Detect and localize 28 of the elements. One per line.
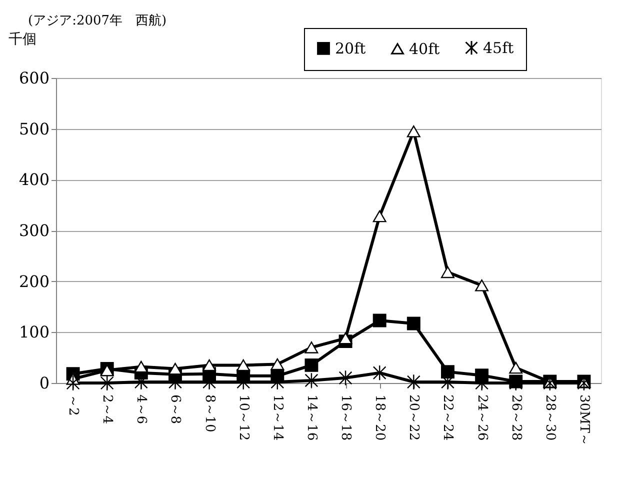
x-tick-label: 6～8	[168, 394, 183, 424]
y-tick-label: 200	[18, 272, 50, 291]
x-tick-label: 2～4	[100, 394, 115, 424]
x-tick-label: 20～22	[406, 394, 422, 441]
x-tick-label: 26～28	[508, 394, 524, 441]
x-tick-label: 16～18	[338, 394, 354, 441]
x-tick-label: 10～12	[236, 394, 251, 441]
y-tick-label: 300	[18, 221, 50, 240]
x-tick-label: 24～26	[474, 394, 490, 441]
x-tick-label: 30MT～	[576, 394, 592, 446]
x-tick-label: 4～6	[134, 394, 149, 424]
x-tick-label: ～2	[66, 394, 81, 416]
x-tick-label: 12～14	[270, 394, 285, 441]
y-tick-label: 500	[18, 119, 50, 138]
x-tick-label: 28～30	[542, 394, 558, 441]
legend-label: 20ft	[335, 39, 366, 58]
legend-label: 40ft	[409, 40, 440, 58]
y-tick-label: 400	[18, 170, 50, 190]
x-tick-label: 14～16	[304, 394, 319, 441]
y-tick-label: 600	[18, 68, 50, 88]
y-tick-label: 100	[18, 322, 50, 342]
x-tick-label: 22～24	[440, 394, 456, 441]
x-tick-label: 18～20	[372, 394, 388, 441]
y-tick-label: 0	[39, 374, 50, 392]
chart-title: (アジア:2007年 西航)	[28, 14, 167, 28]
y-axis-title: 千個	[8, 32, 36, 48]
x-tick-label: 8～10	[202, 394, 217, 432]
legend-label: 45ft	[483, 38, 514, 57]
